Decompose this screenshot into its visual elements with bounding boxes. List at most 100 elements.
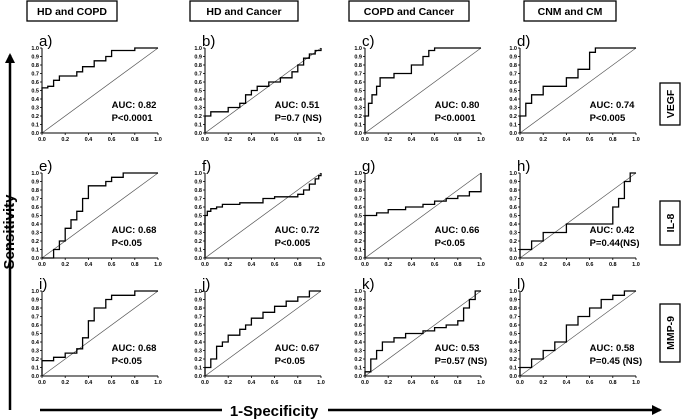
column-header-box [189, 0, 299, 22]
y-tick-label: 0.2 [194, 239, 202, 245]
x-tick-label: 0.6 [271, 262, 279, 268]
p-value: P=0.44(NS) [590, 238, 640, 249]
y-tick-label: 0.2 [194, 357, 202, 363]
roc-panel: e) 0.0 0.1 0.2 0.3 0.4 0.5 0.6 0.7 0.8 0.9 1.0 0.0 0.… [31, 158, 161, 268]
column-header-box [348, 0, 470, 22]
x-tick-label: 1.0 [317, 380, 325, 386]
y-tick-label: 0.5 [354, 332, 362, 338]
y-tick-label: 0.6 [509, 205, 517, 211]
roc-curve [41, 290, 158, 376]
reference-diagonal [519, 47, 637, 134]
x-tick-label: 0.8 [609, 137, 617, 143]
x-tick-label: 0.4 [85, 137, 94, 143]
y-tick-label: 0.6 [31, 323, 39, 329]
y-tick-label: 0.8 [194, 63, 202, 69]
x-tick-label: 1.0 [632, 262, 640, 268]
y-tick-label: 1.0 [509, 289, 517, 295]
roc-panel: j) 0.0 0.1 0.2 0.3 0.4 0.5 0.6 0.7 0.8 0.9 1.0 0.0 0.… [194, 276, 324, 386]
panel-label: k) [362, 276, 375, 293]
y-tick-label: 0.4 [194, 222, 203, 228]
y-tick-label: 0.3 [354, 231, 362, 237]
x-tick-label: 1.0 [477, 137, 485, 143]
y-tick-label: 0.0 [31, 131, 39, 137]
x-tick-label: 1.0 [154, 380, 162, 386]
auc-value: AUC: 0.66 [435, 225, 480, 236]
y-tick-label: 0.1 [354, 123, 362, 129]
x-tick-label: 0.4 [85, 262, 94, 268]
y-tick-label: 0.3 [31, 349, 39, 355]
x-tick-label: 0.4 [563, 380, 572, 386]
roc-panel: l) 0.0 0.1 0.2 0.3 0.4 0.5 0.6 0.7 0.8 0.9 1.0 0.0 0.… [509, 276, 642, 386]
y-tick-label: 0.9 [31, 55, 39, 61]
y-tick-label: 0.4 [509, 97, 518, 103]
y-tick-label: 1.0 [509, 171, 517, 177]
x-tick-label: 0.4 [248, 380, 257, 386]
y-tick-label: 0.0 [31, 256, 39, 262]
reference-diagonal [204, 290, 322, 377]
y-tick-label: 0.0 [354, 374, 362, 380]
x-tick-label: 0.6 [108, 262, 116, 268]
y-tick-label: 0.3 [194, 106, 202, 112]
panel-label: b) [202, 33, 215, 50]
panel-label: c) [362, 33, 375, 50]
auc-value: AUC: 0.74 [590, 100, 636, 111]
roc-panel: i) 0.0 0.1 0.2 0.3 0.4 0.5 0.6 0.7 0.8 0.9 1.0 0.0 0.… [31, 276, 161, 386]
auc-value: AUC: 0.68 [112, 225, 157, 236]
x-tick-label: 0.6 [271, 137, 279, 143]
panel-label: j) [201, 276, 210, 293]
y-tick-label: 0.0 [509, 131, 517, 137]
x-tick-label: 0.6 [586, 137, 594, 143]
x-tick-label: 0.0 [201, 380, 209, 386]
reference-diagonal [41, 290, 159, 377]
panel-label: h) [517, 158, 530, 175]
x-tick-label: 1.0 [632, 137, 640, 143]
x-tick-label: 0.0 [201, 262, 209, 268]
roc-curve [42, 172, 158, 259]
y-tick-label: 0.1 [354, 366, 362, 372]
y-tick-label: 0.7 [509, 315, 517, 321]
y-tick-label: 0.1 [354, 248, 362, 254]
y-tick-label: 0.1 [509, 248, 517, 254]
x-tick-label: 1.0 [477, 380, 485, 386]
y-tick-label: 1.0 [31, 289, 39, 295]
x-tick-label: 0.8 [609, 262, 617, 268]
x-tick-label: 0.4 [408, 262, 417, 268]
x-tick-label: 0.2 [224, 137, 232, 143]
y-tick-label: 0.8 [354, 188, 362, 194]
y-tick-label: 0.6 [354, 80, 362, 86]
roc-curve [519, 172, 636, 258]
y-tick-label: 0.7 [31, 197, 39, 203]
y-tick-label: 0.5 [509, 332, 517, 338]
auc-value: AUC: 0.72 [275, 225, 320, 236]
y-tick-label: 0.4 [354, 340, 363, 346]
x-tick-label: 0.0 [38, 262, 46, 268]
x-tick-label: 0.6 [108, 380, 116, 386]
reference-diagonal [204, 47, 322, 134]
auc-value: AUC: 0.68 [112, 343, 157, 354]
x-tick-label: 0.6 [431, 137, 439, 143]
x-tick-label: 0.0 [38, 137, 46, 143]
y-tick-label: 0.9 [31, 298, 39, 304]
y-tick-label: 0.0 [509, 256, 517, 262]
y-tick-label: 0.4 [31, 222, 40, 228]
y-tick-label: 0.5 [194, 332, 202, 338]
y-tick-label: 0.5 [354, 89, 362, 95]
reference-diagonal [519, 290, 637, 377]
x-tick-label: 0.2 [384, 262, 392, 268]
reference-diagonal [519, 172, 637, 259]
y-tick-label: 0.1 [194, 123, 202, 129]
y-tick-label: 0.7 [509, 72, 517, 78]
column-header-box [26, 0, 118, 22]
y-tick-label: 0.6 [354, 323, 362, 329]
y-tick-label: 0.6 [509, 323, 517, 329]
x-tick-label: 0.4 [248, 262, 257, 268]
y-tick-label: 0.8 [509, 63, 517, 69]
y-tick-label: 0.6 [509, 80, 517, 86]
y-tick-label: 0.9 [509, 180, 517, 186]
y-tick-label: 1.0 [31, 46, 39, 52]
y-tick-label: 0.5 [194, 89, 202, 95]
x-tick-label: 0.6 [271, 380, 279, 386]
auc-value: AUC: 0.58 [590, 343, 635, 354]
y-tick-label: 0.7 [31, 315, 39, 321]
reference-diagonal [204, 172, 322, 259]
